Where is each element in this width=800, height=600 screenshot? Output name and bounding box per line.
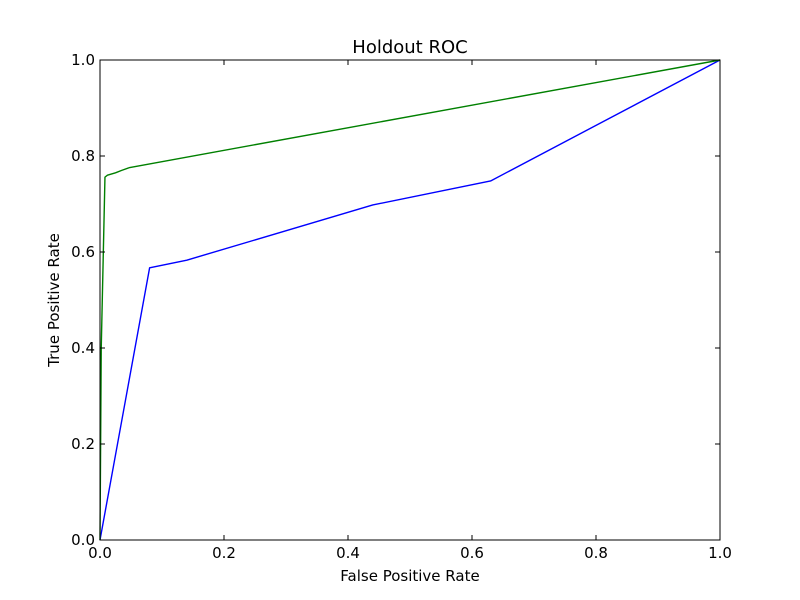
plot-area: 0.0 0.2 0.4 0.6 0.8 1.0 0.0 0.2 0.4 0.6 0.8 1.0	[71, 51, 732, 562]
y-tick-label: 0.0	[71, 531, 95, 549]
y-tick-label: 1.0	[71, 51, 95, 69]
y-tick-label: 0.6	[71, 243, 95, 261]
x-axis-label: False Positive Rate	[340, 567, 479, 585]
x-tick-label: 0.8	[584, 544, 608, 562]
ticks-layer: 0.0 0.2 0.4 0.6 0.8 1.0 0.0 0.2 0.4 0.6 0.8 1.0	[71, 51, 732, 562]
x-tick-label: 0.0	[88, 544, 112, 562]
x-tick-label: 0.2	[212, 544, 236, 562]
roc-curve-2	[99, 59, 721, 541]
y-tick-label: 0.2	[71, 435, 95, 453]
axes-frame	[99, 59, 721, 541]
x-tick-label: 0.6	[460, 544, 484, 562]
roc-curve-1	[99, 59, 721, 541]
x-tick-label: 0.4	[336, 544, 360, 562]
axes-background	[100, 60, 720, 540]
y-tick-label: 0.4	[71, 339, 95, 357]
y-axis-label: True Positive Rate	[45, 233, 63, 368]
chart-title: Holdout ROC	[352, 37, 467, 58]
y-tick-label: 0.8	[71, 147, 95, 165]
x-tick-label: 1.0	[708, 544, 732, 562]
series-layer	[99, 59, 721, 541]
